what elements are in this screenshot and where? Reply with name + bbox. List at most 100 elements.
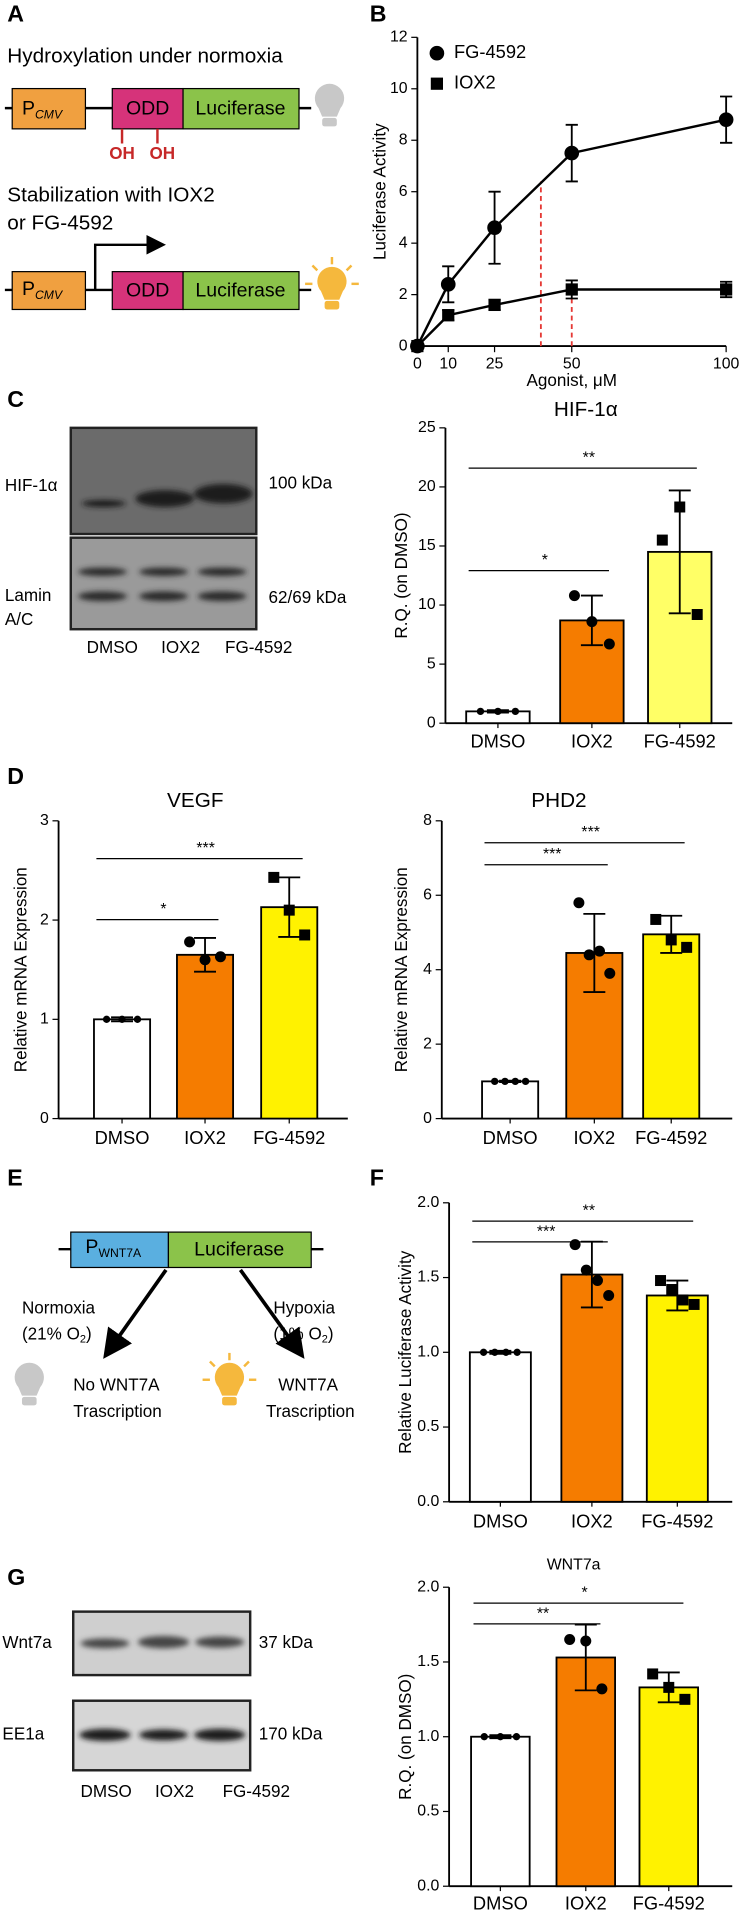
blot-label: HIF-1α <box>5 476 58 495</box>
marker <box>133 1015 142 1023</box>
promoter: P <box>85 1236 98 1258</box>
legend-label: FG-4592 <box>454 41 526 62</box>
error-bar <box>660 914 683 954</box>
marker <box>487 220 502 236</box>
significance-label: *** <box>543 846 562 863</box>
odd: ODD <box>126 279 169 301</box>
marker <box>214 951 226 963</box>
blot-size: 170 kDa <box>259 1724 323 1743</box>
x-tick-label: 25 <box>486 356 504 373</box>
chart-title: WNT7a <box>547 1556 601 1573</box>
marker <box>718 112 734 127</box>
y-tick-label: 15 <box>418 537 436 554</box>
condition: (1% O <box>273 1324 321 1343</box>
marker <box>604 967 616 979</box>
y-axis-label: R.Q. (on DMSO) <box>396 1674 415 1800</box>
significance-label: * <box>581 1585 587 1602</box>
bar <box>638 1686 699 1888</box>
y-tick-label: 2 <box>423 1035 432 1052</box>
marker <box>479 1348 488 1356</box>
panel-label: D <box>7 763 24 789</box>
marker <box>591 1275 603 1287</box>
marker <box>491 1077 499 1086</box>
hydroxyl: OH <box>109 144 135 163</box>
lane-label: DMSO <box>81 1782 132 1801</box>
chart-title: HIF-1α <box>554 398 618 421</box>
marker <box>580 1264 592 1276</box>
legend-label: IOX2 <box>454 72 496 93</box>
marker <box>442 309 455 322</box>
bar <box>560 1273 624 1503</box>
subscript: 2 <box>80 1333 86 1345</box>
panel-label: F <box>370 1165 384 1191</box>
promoter: P <box>22 97 35 119</box>
marker <box>656 534 668 546</box>
x-tick-label: FG-4592 <box>635 1127 707 1148</box>
marker <box>511 1077 519 1086</box>
error-bar <box>666 1279 689 1312</box>
western-blot <box>72 1610 252 1772</box>
bar <box>93 1018 152 1120</box>
marker <box>488 298 501 312</box>
y-tick-label: 1.0 <box>417 1343 439 1360</box>
bar <box>481 1080 540 1120</box>
x-tick-label: 50 <box>563 356 581 373</box>
bar <box>176 953 235 1120</box>
marker <box>512 1733 521 1741</box>
marker <box>720 283 733 296</box>
condition: Normoxia <box>22 1298 96 1317</box>
condition: ) <box>86 1324 92 1343</box>
significance-label: ** <box>537 1605 549 1622</box>
marker <box>674 501 686 513</box>
y-tick-label: 10 <box>418 596 436 613</box>
chart-title: PHD2 <box>531 789 586 812</box>
panel-label: B <box>370 0 387 26</box>
significance-label: ** <box>583 1203 595 1220</box>
significance-label: *** <box>581 824 600 841</box>
bar <box>260 906 319 1120</box>
promoter-sub: WNT7A <box>98 1246 142 1260</box>
blot-label: EE1a <box>2 1724 44 1743</box>
marker <box>513 1348 521 1356</box>
marker <box>663 1681 675 1693</box>
x-tick-label: 100 <box>713 356 740 373</box>
luciferase: Luciferase <box>194 1239 284 1261</box>
y-tick-label: 0 <box>399 337 408 354</box>
marker <box>679 1693 691 1705</box>
x-tick-label: DMSO <box>470 731 525 752</box>
bar <box>642 933 701 1120</box>
marker <box>580 1635 592 1647</box>
western-blot <box>69 426 258 631</box>
heading: Hydroxylation under normoxia <box>7 44 283 67</box>
chart-title: VEGF <box>167 789 223 812</box>
marker <box>655 1275 667 1287</box>
marker <box>603 1289 615 1301</box>
subscript: 2 <box>322 1333 328 1345</box>
y-tick-label: 1.5 <box>417 1269 439 1286</box>
blot-size: 62/69 kDa <box>268 588 346 607</box>
y-tick-label: 2 <box>40 911 49 928</box>
significance-label: * <box>160 901 166 918</box>
y-tick-label: 0.0 <box>417 1877 439 1894</box>
marker <box>677 1294 689 1306</box>
marker <box>480 1733 488 1741</box>
svg-text:(21% O2): (21% O2) <box>22 1324 92 1345</box>
outcome: Trascription <box>266 1402 355 1421</box>
lane-label: IOX2 <box>155 1782 194 1801</box>
svg-text:PCMV: PCMV <box>22 97 64 121</box>
marker <box>494 707 502 716</box>
significance-label: ** <box>583 450 595 467</box>
promoter-sub: CMV <box>35 108 64 122</box>
marker <box>491 1348 499 1356</box>
y-tick-label: 1 <box>40 1011 49 1028</box>
y-tick-label: 3 <box>40 812 49 829</box>
y-tick-label: 4 <box>399 234 408 251</box>
odd: ODD <box>126 97 169 119</box>
promoter: P <box>22 278 35 300</box>
x-tick-label: IOX2 <box>571 731 613 752</box>
marker <box>476 707 485 716</box>
marker <box>502 1348 510 1356</box>
y-tick-label: 25 <box>418 419 436 436</box>
y-tick-label: 6 <box>423 886 432 903</box>
